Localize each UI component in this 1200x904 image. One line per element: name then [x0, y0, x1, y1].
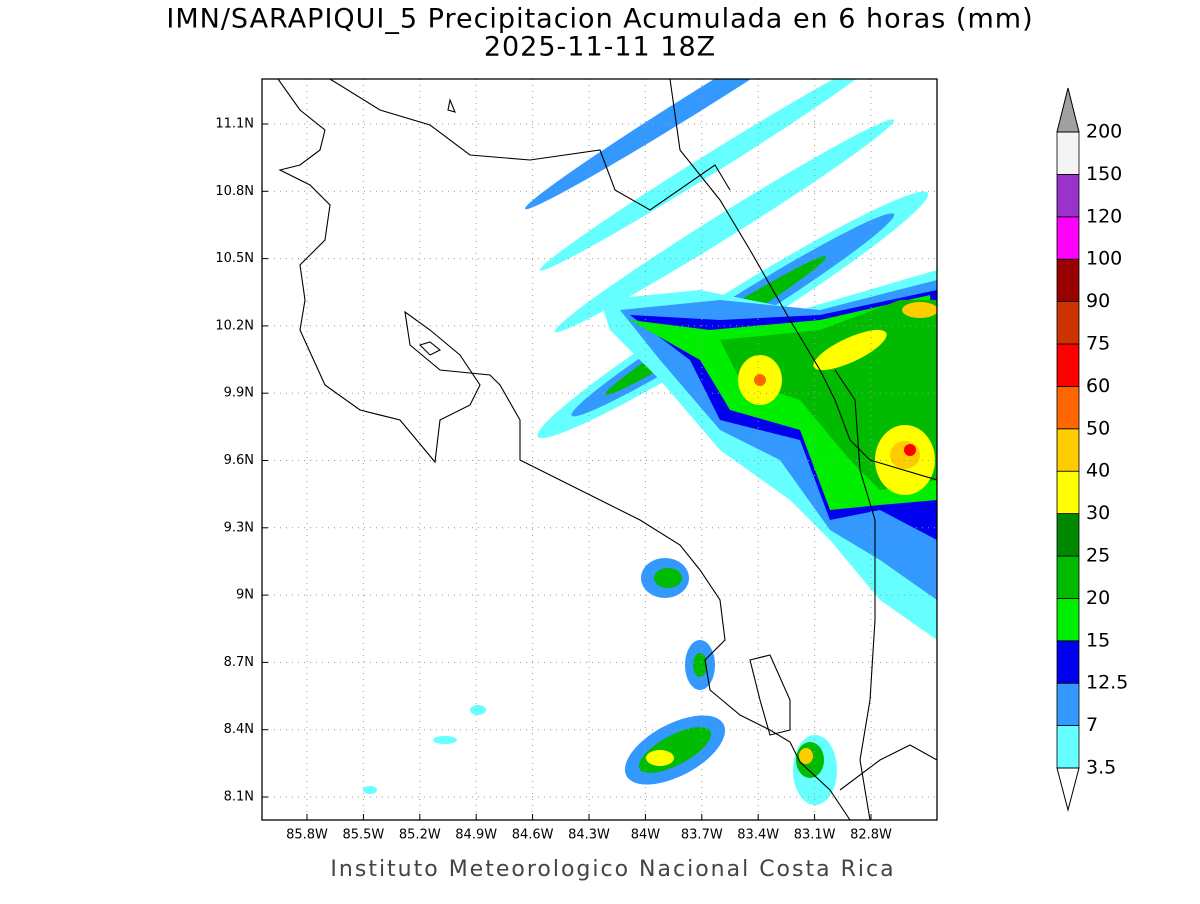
- colorbar-segment: [1056, 598, 1080, 642]
- x-tick-label: 83.4W: [737, 828, 779, 843]
- colorbar-label: 3.5: [1086, 757, 1116, 779]
- footer: Instituto Meteorologico Nacional Costa R…: [330, 857, 895, 882]
- y-tick-label: 9N: [236, 588, 254, 603]
- x-tick-label: 82.8W: [850, 828, 892, 843]
- colorbar-label: 7: [1086, 714, 1098, 736]
- y-tick-label: 8.1N: [224, 790, 254, 805]
- colorbar-label: 90: [1086, 290, 1110, 312]
- colorbar-segment: [1056, 555, 1080, 599]
- colorbar-segment: [1056, 131, 1080, 175]
- y-tick-label: 10.2N: [215, 318, 254, 333]
- x-tick-label: 84.9W: [455, 828, 497, 843]
- colorbar-label: 30: [1086, 502, 1110, 524]
- colorbar-label: 75: [1086, 333, 1110, 355]
- colorbar-segment: [1056, 640, 1080, 684]
- precip-field: [363, 79, 937, 805]
- colorbar-segment: [1056, 301, 1080, 345]
- x-tick-label: 84.3W: [568, 828, 610, 843]
- x-tick-label: 84W: [631, 828, 661, 843]
- colorbar-label: 150: [1086, 163, 1122, 185]
- y-tick-label: 9.6N: [224, 453, 254, 468]
- colorbar-segment: [1056, 343, 1080, 387]
- y-tick-label: 11.1N: [215, 117, 254, 132]
- grid: [262, 79, 937, 820]
- colorbar-segment: [1056, 470, 1080, 515]
- y-tick-label: 9.9N: [224, 386, 254, 401]
- colorbar-label: 15: [1086, 629, 1110, 651]
- colorbar: 3.5 7 12.5 15 20 25 30 40 50 60 75 90 100 120 150 200: [1056, 87, 1128, 812]
- y-tick-label: 8.7N: [224, 655, 254, 670]
- subtitle: 2025-11-11 18Z: [484, 32, 716, 63]
- colorbar-label: 100: [1086, 248, 1122, 270]
- colorbar-label: 25: [1086, 545, 1110, 567]
- x-tick-label: 85.5W: [342, 828, 384, 843]
- colorbar-label: 40: [1086, 460, 1110, 482]
- x-tick-label: 85.8W: [286, 828, 328, 843]
- y-tick-label: 8.4N: [224, 722, 254, 737]
- colorbar-over: [1056, 87, 1080, 133]
- y-tick-label: 10.5N: [215, 251, 254, 266]
- colorbar-segment: [1056, 258, 1080, 303]
- x-tick-label: 84.6W: [512, 828, 554, 843]
- colorbar-segment: [1056, 513, 1080, 557]
- colorbar-label: 60: [1086, 375, 1110, 397]
- colorbar-segment: [1056, 385, 1080, 430]
- y-tick-label: 9.3N: [224, 520, 254, 535]
- colorbar-segment: [1056, 725, 1080, 769]
- title: IMN/SARAPIQUI_5 Precipitacion Acumulada …: [166, 4, 1033, 35]
- colorbar-under: [1056, 767, 1080, 812]
- map-frame: [261, 78, 938, 821]
- colorbar-label: 50: [1086, 417, 1110, 439]
- colorbar-label: 200: [1086, 121, 1122, 143]
- colorbar-segment: [1056, 428, 1080, 472]
- colorbar-label: 12.5: [1086, 672, 1128, 694]
- colorbar-label: 120: [1086, 205, 1122, 227]
- colorbar-label: 20: [1086, 587, 1110, 609]
- y-tick-label: 10.8N: [215, 184, 254, 199]
- colorbar-segment: [1056, 682, 1080, 727]
- x-tick-label: 83.1W: [794, 828, 836, 843]
- colorbar-segment: [1056, 216, 1080, 260]
- coastline: [277, 79, 937, 820]
- x-tick-label: 83.7W: [681, 828, 723, 843]
- colorbar-segment: [1056, 173, 1080, 218]
- x-tick-label: 85.2W: [399, 828, 441, 843]
